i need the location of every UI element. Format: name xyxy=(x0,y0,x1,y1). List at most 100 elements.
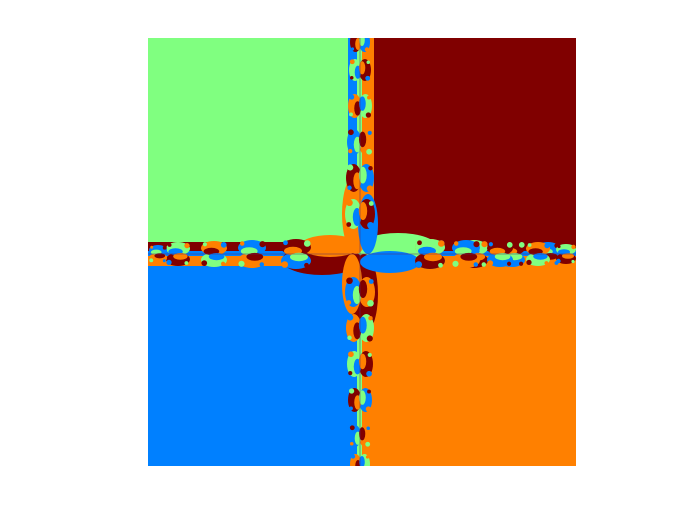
bulb-speck xyxy=(544,242,550,249)
bulb-speck xyxy=(365,112,372,118)
bulb-speck xyxy=(366,60,371,65)
bulb-speck xyxy=(166,259,172,266)
bulb-inner-right xyxy=(533,253,548,260)
bulb-speck xyxy=(365,455,370,459)
bulb-speck xyxy=(557,244,561,249)
bulb-speck xyxy=(346,222,352,227)
bulb-speck xyxy=(507,261,512,266)
bulb-speck xyxy=(347,335,352,341)
bulb-speck xyxy=(438,262,443,268)
bulb-speck xyxy=(365,75,371,81)
bulb-speck xyxy=(366,335,373,342)
quadrant-bottom-right xyxy=(360,254,576,466)
bulb-speck xyxy=(366,426,371,431)
fractal-bulb xyxy=(348,388,372,412)
bulb-speck xyxy=(167,243,172,247)
bulb-speck xyxy=(184,261,189,265)
bulb-speck xyxy=(349,75,354,80)
fractal-svg xyxy=(148,38,576,466)
bulb-speck xyxy=(349,425,355,431)
bulb-inner-right xyxy=(290,252,308,262)
quadrant-top-right xyxy=(360,38,576,254)
bulb-speck xyxy=(281,261,289,268)
bulb-inner-right xyxy=(208,252,225,261)
fractal-bulb xyxy=(345,277,375,307)
bulb-speck xyxy=(259,241,266,248)
bulb-speck xyxy=(367,221,374,229)
fractal-bulb xyxy=(238,240,266,268)
fractal-bulb xyxy=(350,38,370,52)
petal-left-upper xyxy=(300,235,360,257)
bulb-speck xyxy=(544,261,549,265)
fractal-bulb xyxy=(452,240,480,268)
fractal-bulb xyxy=(348,94,372,118)
bulb-speck xyxy=(303,240,311,247)
bulb-speck xyxy=(304,262,309,268)
bulb-speck xyxy=(346,199,353,207)
bulb-speck xyxy=(202,242,207,247)
fractal-bulb xyxy=(201,241,227,267)
bulb-speck xyxy=(150,245,154,249)
fractal-bulb xyxy=(346,314,374,342)
bulb-inner-right xyxy=(358,353,367,370)
fractal-bulb xyxy=(346,164,374,192)
bulb-speck xyxy=(347,164,354,171)
bulb-inner-right xyxy=(358,202,368,220)
bulb-speck xyxy=(487,260,494,266)
bulb-inner-right xyxy=(359,427,366,441)
bulb-speck xyxy=(184,242,190,249)
bulb-speck xyxy=(348,149,353,154)
fractal-boundary-detail xyxy=(148,38,576,466)
bulb-inner-right xyxy=(460,252,478,261)
bulb-inner-right xyxy=(358,166,367,184)
bulb-speck xyxy=(347,314,354,321)
fractal-bulb xyxy=(345,199,375,229)
bulb-speck xyxy=(350,47,355,51)
bulb-speck xyxy=(221,261,226,266)
bulb-inner-right xyxy=(154,253,166,259)
bulb-speck xyxy=(571,259,575,264)
bulb-speck xyxy=(368,315,373,321)
bulb-speck xyxy=(481,262,487,267)
bulb-speck xyxy=(347,185,352,191)
fractal-bulb xyxy=(166,242,190,266)
bulb-speck xyxy=(349,406,353,411)
bulb-inner-right xyxy=(173,253,188,260)
bulb-speck xyxy=(367,130,372,135)
bulb-speck xyxy=(368,279,374,284)
bulb-inner-right xyxy=(358,131,367,148)
bulb-speck xyxy=(437,240,445,247)
bulb-speck xyxy=(365,406,372,412)
quadrant-top-left xyxy=(148,38,360,254)
bulb-speck xyxy=(149,258,154,263)
bulb-speck xyxy=(238,260,245,267)
bulb-speck xyxy=(349,441,354,446)
bulb-speck xyxy=(348,94,355,100)
bulb-speck xyxy=(518,242,525,248)
fractal-bulb xyxy=(347,351,373,377)
bulb-speck xyxy=(453,241,459,246)
fractal-bulb xyxy=(526,242,550,266)
fractal-bulb xyxy=(487,241,513,267)
bulb-inner-right xyxy=(424,252,442,262)
bulb-inner-right xyxy=(562,253,574,259)
fractal-image xyxy=(148,38,576,466)
bulb-speck xyxy=(348,388,355,394)
bulb-speck xyxy=(349,59,355,65)
bulb-speck xyxy=(368,165,373,171)
bulb-speck xyxy=(519,261,524,266)
bulb-speck xyxy=(526,259,532,266)
bulb-speck xyxy=(367,95,371,100)
fractal-bulb xyxy=(556,244,576,264)
bulb-speck xyxy=(365,441,371,447)
bulb-speck xyxy=(239,241,245,246)
bulb-speck xyxy=(350,454,356,459)
petal-right-lower xyxy=(360,251,420,273)
bulb-speck xyxy=(415,261,423,268)
bulb-speck xyxy=(366,148,372,155)
bulb-speck xyxy=(481,241,488,248)
fractal-bulb xyxy=(349,59,371,81)
bulb-inner-right xyxy=(359,61,366,75)
bulb-speck xyxy=(346,300,352,305)
